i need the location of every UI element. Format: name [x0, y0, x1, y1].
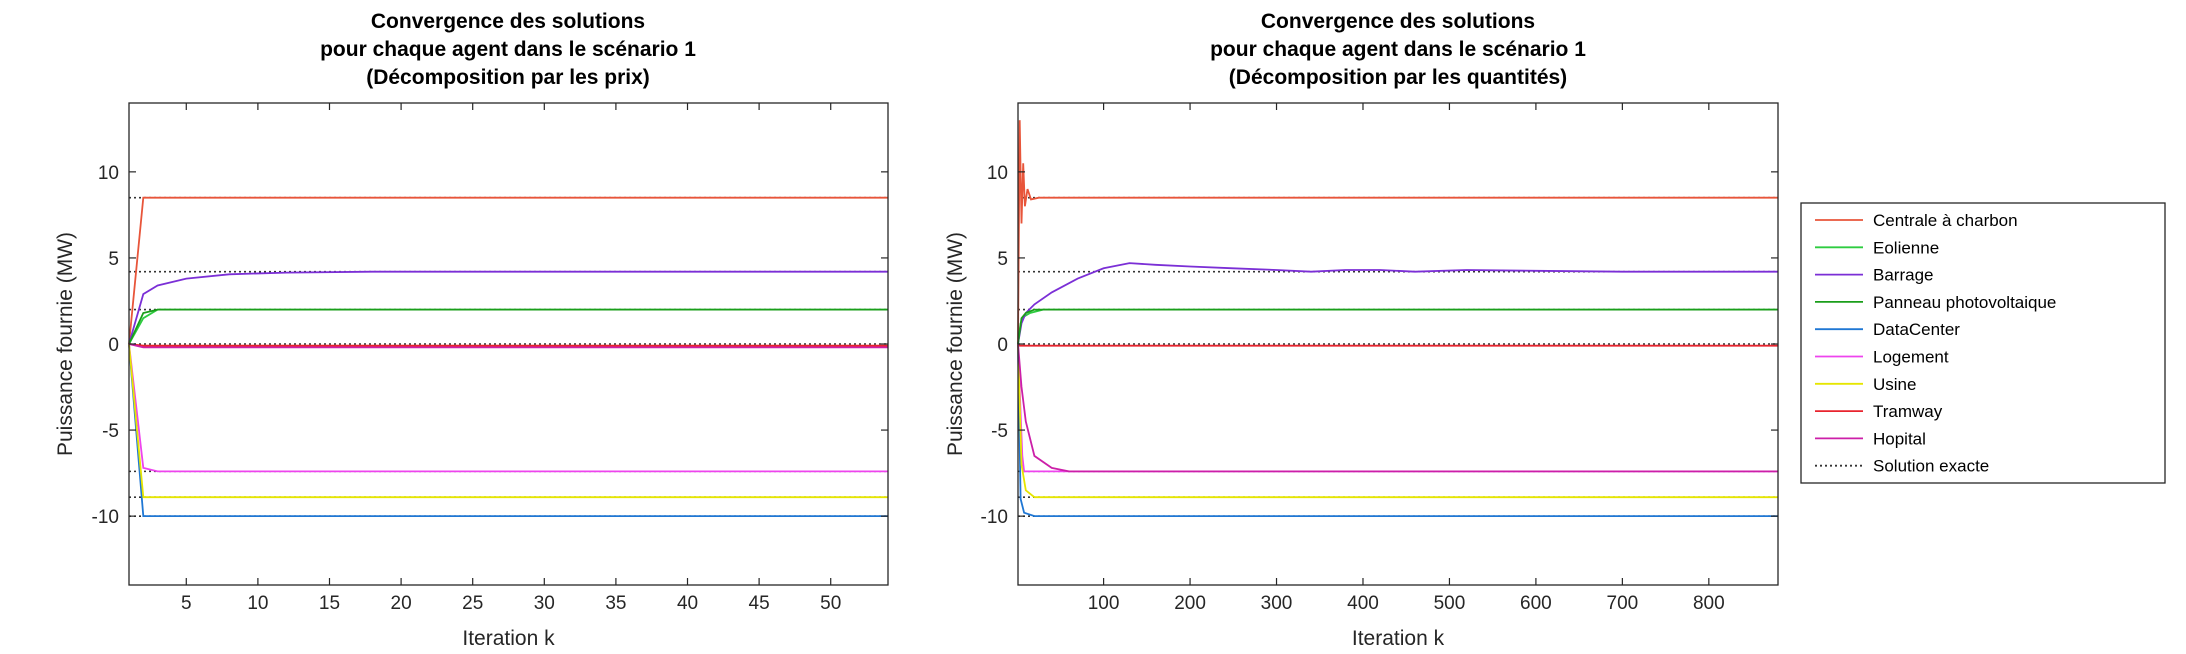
- legend-label: Panneau photovoltaique: [1873, 293, 2056, 312]
- x-tick-label: 600: [1520, 593, 1552, 614]
- x-tick-label: 5: [181, 593, 192, 614]
- y-tick-label: -5: [102, 421, 119, 442]
- series-line-panneau-photovoltaique: [1017, 308, 1778, 345]
- y-tick-label: -10: [92, 507, 119, 528]
- legend: Centrale à charbon Eolienne Barrage Panneau…: [1800, 202, 2166, 484]
- series-line-usine: [128, 343, 888, 499]
- y-axis-label: Puissance fournie (MW): [54, 232, 77, 456]
- series-line-panneau-photovoltaique: [128, 308, 888, 345]
- x-tick-label: 800: [1693, 593, 1725, 614]
- chart-title-line-1: Convergence des solutions: [371, 10, 645, 33]
- legend-label: DataCenter: [1873, 320, 1960, 339]
- legend-label: Barrage: [1873, 266, 1933, 285]
- series-line-centrale-charbon: [128, 196, 888, 345]
- x-tick-label: 700: [1607, 593, 1639, 614]
- y-axis-label: Puissance fournie (MW): [944, 232, 967, 456]
- chart-title-line-2: pour chaque agent dans le scénario 1: [1210, 38, 1586, 61]
- x-tick-label: 25: [462, 593, 483, 614]
- x-tick-label: 500: [1434, 593, 1466, 614]
- series-line-barrage: [128, 270, 888, 345]
- x-tick-label: 50: [820, 593, 841, 614]
- chart-title-line-2: pour chaque agent dans le scénario 1: [320, 38, 696, 61]
- chart-title-line-3: (Décomposition par les quantités): [1229, 66, 1567, 89]
- y-tick-label: 5: [108, 249, 119, 270]
- series-line-hopital: [1017, 343, 1778, 473]
- x-tick-label: 40: [677, 593, 698, 614]
- y-tick-label: 10: [987, 163, 1008, 184]
- series-line-centrale-charbon: [1017, 120, 1778, 345]
- legend-label: Eolienne: [1873, 238, 1939, 257]
- x-tick-label: 10: [247, 593, 268, 614]
- x-tick-label: 35: [605, 593, 626, 614]
- x-tick-label: 200: [1174, 593, 1206, 614]
- y-tick-label: 5: [997, 249, 1008, 270]
- series-line-eolienne: [128, 308, 888, 345]
- series-line-hopital: [128, 343, 888, 349]
- x-tick-label: 20: [391, 593, 412, 614]
- y-tick-label: -10: [981, 507, 1008, 528]
- legend-label: Logement: [1873, 348, 1949, 367]
- series-line-logement: [1017, 343, 1778, 473]
- x-axis-label: Iteration k: [1352, 627, 1445, 649]
- chart-title-line-3: (Décomposition par les prix): [366, 66, 650, 89]
- x-tick-label: 100: [1088, 593, 1120, 614]
- y-tick-label: 0: [997, 335, 1008, 356]
- x-tick-label: 400: [1347, 593, 1379, 614]
- series-line-datacenter: [128, 343, 888, 517]
- series-line-usine: [1017, 343, 1778, 499]
- legend-label: Solution exacte: [1873, 457, 1989, 476]
- x-tick-label: 30: [534, 593, 555, 614]
- x-tick-label: 45: [749, 593, 770, 614]
- legend-label: Usine: [1873, 375, 1916, 394]
- y-tick-label: -5: [991, 421, 1008, 442]
- legend-label: Tramway: [1873, 402, 1943, 421]
- legend-label: Hopital: [1873, 429, 1926, 448]
- y-tick-label: 10: [98, 163, 119, 184]
- series-line-eolienne: [1017, 308, 1778, 345]
- legend-label: Centrale à charbon: [1873, 211, 2018, 230]
- x-tick-label: 300: [1261, 593, 1293, 614]
- chart-title-line-1: Convergence des solutions: [1261, 10, 1535, 33]
- y-tick-label: 0: [108, 335, 119, 356]
- series-line-barrage: [1017, 262, 1778, 345]
- x-axis-label: Iteration k: [462, 627, 555, 649]
- x-tick-label: 15: [319, 593, 340, 614]
- series-line-datacenter: [1017, 343, 1778, 517]
- legend-box: [1800, 202, 2166, 484]
- series-line-logement: [128, 343, 888, 473]
